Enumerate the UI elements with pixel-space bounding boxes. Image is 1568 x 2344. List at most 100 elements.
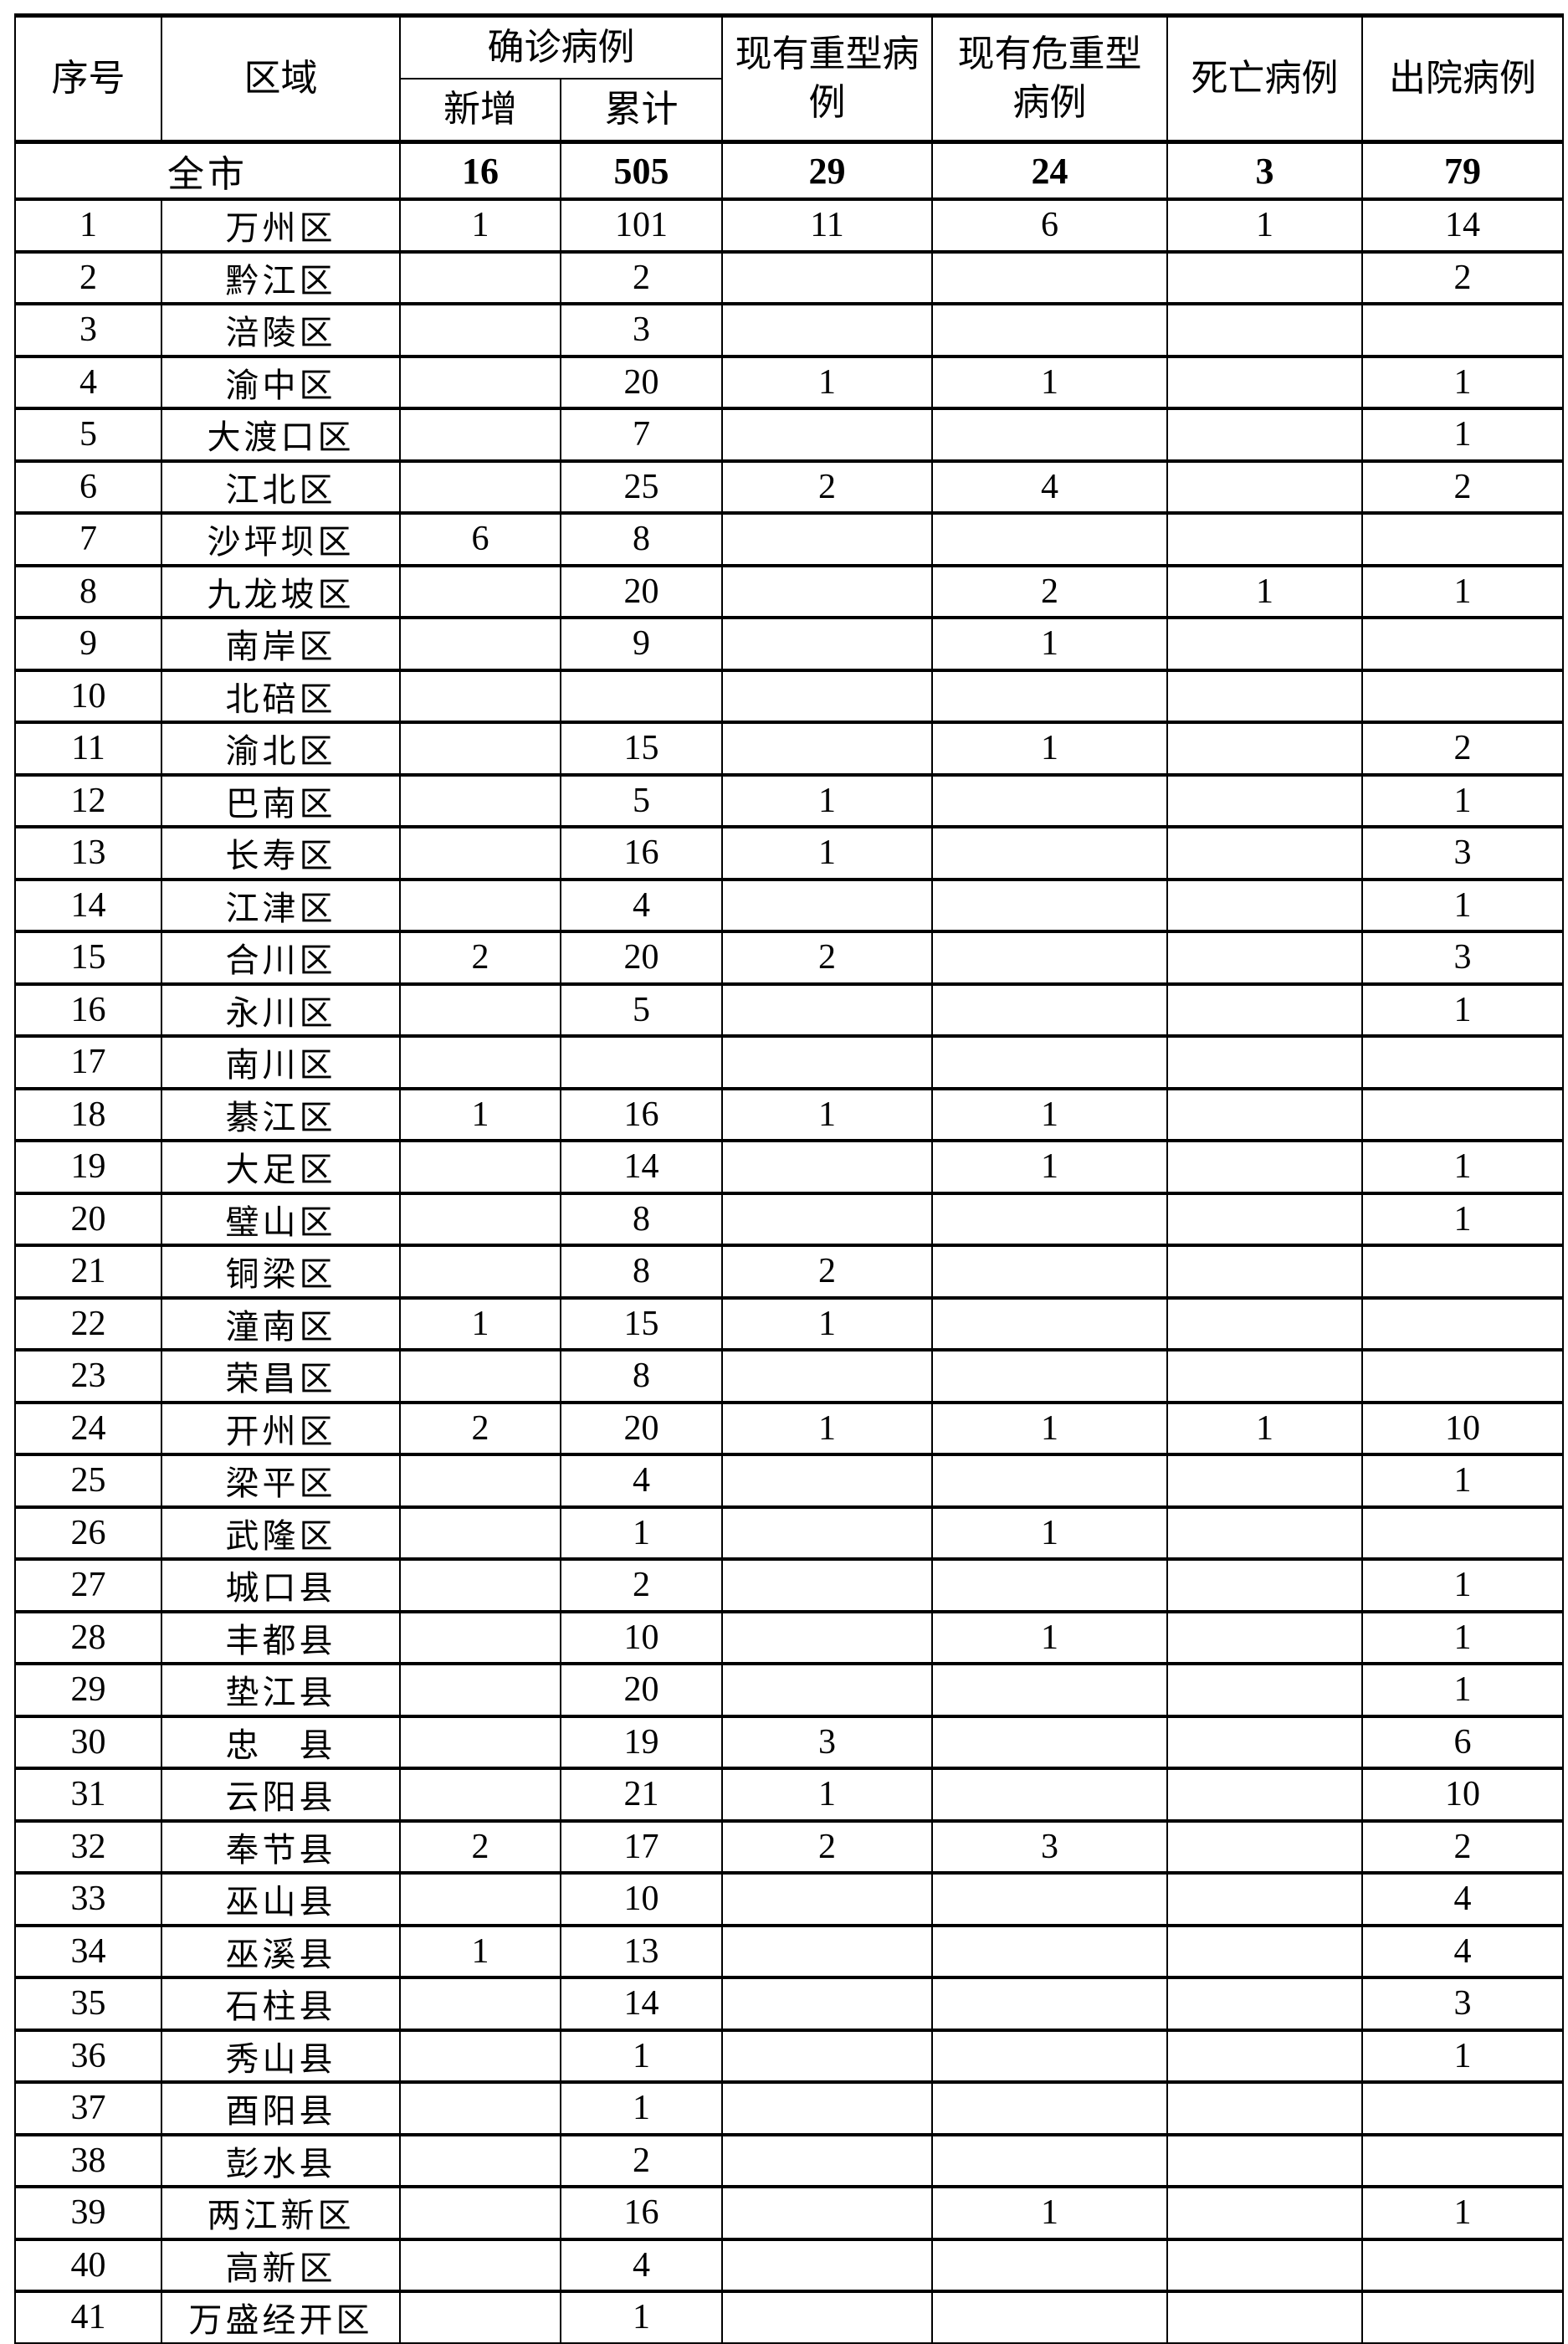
table-row: 5 大渡口区 7 1 (14, 408, 1564, 462)
cell-deaths (1166, 2238, 1363, 2292)
cell-index: 30 (14, 1715, 162, 1769)
cell-new (399, 1192, 561, 1246)
cell-severe: 1 (721, 1296, 933, 1351)
cell-deaths (1166, 669, 1363, 723)
cell-new: 1 (399, 1296, 561, 1351)
cell-discharged (1361, 2238, 1564, 2292)
cell-cumulative (560, 1035, 723, 1090)
cell-severe (721, 1977, 933, 2031)
cell-severe (721, 408, 933, 462)
cell-discharged: 1 (1361, 1663, 1564, 1717)
cell-new (399, 408, 561, 462)
cell-cumulative: 20 (560, 355, 723, 409)
table-row: 14 江津区 4 1 (14, 878, 1564, 932)
cell-critical (931, 2133, 1168, 2188)
header-deaths: 死亡病例 (1166, 14, 1363, 143)
cell-severe: 2 (721, 1819, 933, 1874)
table-row: 22 潼南区 1 15 1 (14, 1296, 1564, 1351)
cell-severe (721, 1872, 933, 1926)
total-row: 全市 16 505 29 24 3 79 (14, 141, 1564, 200)
cell-cumulative: 20 (560, 1401, 723, 1455)
cell-discharged: 3 (1361, 931, 1564, 985)
cell-cumulative: 17 (560, 1819, 723, 1874)
cell-severe (721, 982, 933, 1037)
cell-cumulative: 10 (560, 1872, 723, 1926)
cell-new (399, 250, 561, 305)
cell-cumulative: 1 (560, 2290, 723, 2344)
cell-critical (931, 408, 1168, 462)
cell-discharged (1361, 1505, 1564, 1560)
cell-index: 36 (14, 2029, 162, 2083)
cell-critical (931, 826, 1168, 880)
cell-severe: 2 (721, 459, 933, 514)
cell-cumulative: 21 (560, 1767, 723, 1822)
cell-new (399, 721, 561, 776)
cell-severe (721, 1558, 933, 1613)
cell-critical (931, 931, 1168, 985)
cell-discharged: 1 (1361, 773, 1564, 828)
cell-new (399, 1715, 561, 1769)
header-severe: 现有重型病例 (721, 14, 933, 143)
cell-index: 25 (14, 1454, 162, 1508)
cell-severe (721, 721, 933, 776)
total-critical: 24 (931, 141, 1168, 200)
cell-discharged: 1 (1361, 564, 1564, 618)
cell-cumulative: 8 (560, 1349, 723, 1403)
cell-index: 14 (14, 878, 162, 932)
cell-severe (721, 617, 933, 671)
cell-index: 5 (14, 408, 162, 462)
table-row: 2 黔江区 2 2 (14, 250, 1564, 305)
cell-region: 大渡口区 (161, 408, 401, 462)
cell-critical (931, 512, 1168, 567)
cell-region: 永川区 (161, 982, 401, 1037)
cell-cumulative: 5 (560, 773, 723, 828)
cell-severe (721, 2290, 933, 2344)
cell-cumulative: 10 (560, 1610, 723, 1664)
cell-deaths (1166, 408, 1363, 462)
cell-deaths (1166, 878, 1363, 932)
cell-region: 渝北区 (161, 721, 401, 776)
table-header: 序号 区域 确诊病例 现有重型病例 现有危重型病例 死亡病例 出院病例 新增 累… (14, 14, 1564, 143)
cell-severe (721, 2238, 933, 2292)
header-region: 区域 (161, 14, 401, 143)
table-row: 17 南川区 (14, 1035, 1564, 1090)
cell-cumulative: 5 (560, 982, 723, 1037)
total-deaths: 3 (1166, 141, 1363, 200)
cell-new (399, 2133, 561, 2188)
cell-index: 33 (14, 1872, 162, 1926)
cell-critical (931, 1977, 1168, 2031)
cell-critical (931, 1872, 1168, 1926)
cell-critical: 4 (931, 459, 1168, 514)
table-row: 1 万州区 1 101 11 6 1 14 (14, 198, 1564, 253)
cell-critical (931, 2238, 1168, 2292)
cell-severe (721, 2186, 933, 2240)
cell-critical (931, 2290, 1168, 2344)
cell-critical: 1 (931, 355, 1168, 409)
cell-deaths (1166, 250, 1363, 305)
cell-index: 27 (14, 1558, 162, 1613)
cell-region: 万州区 (161, 198, 401, 253)
table-row: 30 忠 县 19 3 6 (14, 1715, 1564, 1769)
cell-deaths: 1 (1166, 564, 1363, 618)
cell-region: 黔江区 (161, 250, 401, 305)
cell-region: 石柱县 (161, 1977, 401, 2031)
cell-severe (721, 1924, 933, 1978)
cell-new (399, 1244, 561, 1299)
cell-critical: 1 (931, 1505, 1168, 1560)
cell-deaths (1166, 721, 1363, 776)
table-row: 23 荣昌区 8 (14, 1349, 1564, 1403)
table-row: 36 秀山县 1 1 (14, 2029, 1564, 2083)
cell-index: 15 (14, 931, 162, 985)
cell-severe: 3 (721, 1715, 933, 1769)
cell-deaths (1166, 2081, 1363, 2136)
cell-index: 1 (14, 198, 162, 253)
cell-critical (931, 878, 1168, 932)
cell-new (399, 459, 561, 514)
cell-new: 1 (399, 198, 561, 253)
cell-cumulative: 14 (560, 1977, 723, 2031)
cell-cumulative: 101 (560, 198, 723, 253)
cell-region: 高新区 (161, 2238, 401, 2292)
cell-deaths (1166, 1505, 1363, 1560)
cell-region: 南川区 (161, 1035, 401, 1090)
cell-index: 6 (14, 459, 162, 514)
